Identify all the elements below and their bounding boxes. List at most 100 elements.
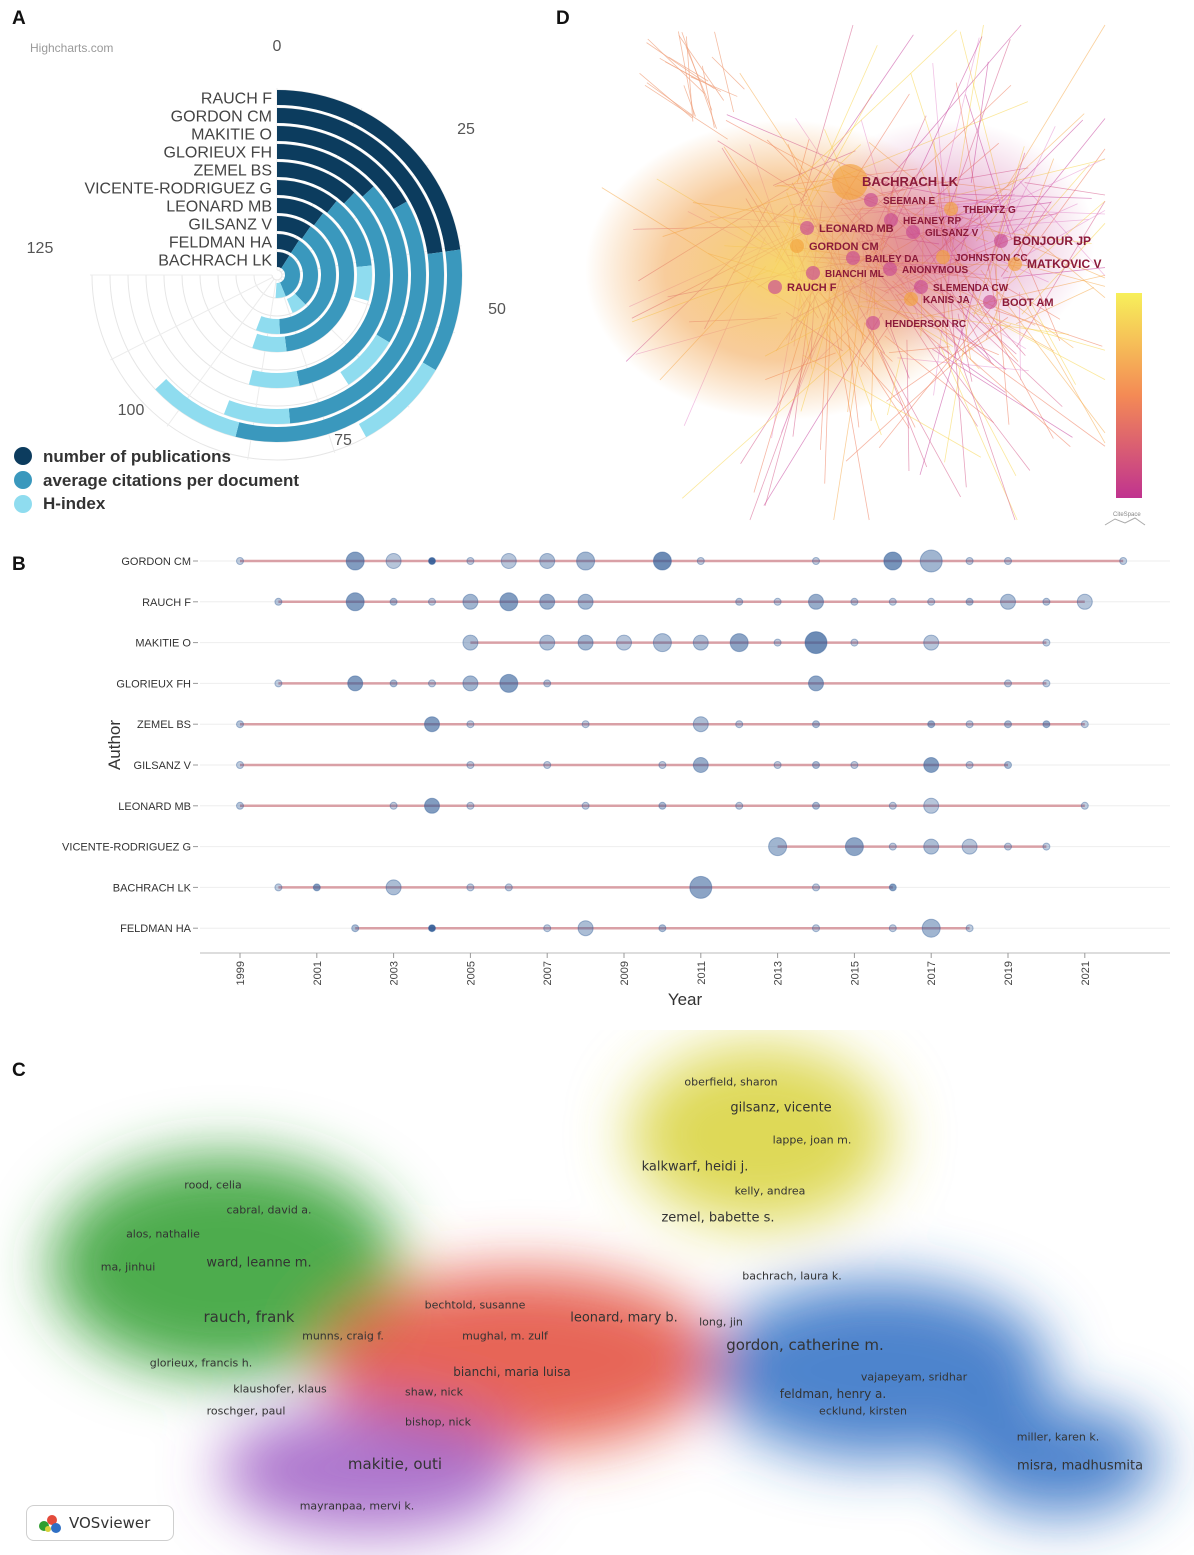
legend-marker-hindex (14, 495, 32, 513)
vosviewer-badge-label: VOSviewer (69, 1514, 151, 1532)
author-name-label: zemel, babette s. (661, 1210, 775, 1226)
author-name-label: roschger, paul (206, 1404, 286, 1418)
publication-bubble (965, 924, 974, 933)
publication-bubble (385, 553, 402, 569)
citations-bar (235, 251, 444, 443)
vosviewer-badge: VOSviewer (26, 1505, 174, 1541)
publication-bubble (883, 551, 903, 571)
publication-bubble (539, 553, 556, 569)
author-label: VICENTE-RODRIGUEZ G (62, 842, 191, 854)
publication-bubble (965, 761, 974, 769)
x-tick-label: 1999 (235, 961, 247, 985)
author-name-label: bianchi, maria luisa (453, 1365, 571, 1379)
publication-bubble (692, 716, 709, 733)
hindex-bar (255, 316, 280, 334)
author-name-label: miller, karen k. (1016, 1430, 1100, 1444)
network-edge (683, 85, 696, 117)
x-tick-label: 2017 (926, 961, 938, 985)
network-node (832, 164, 868, 200)
publication-bubble (428, 679, 436, 688)
author-label: GLORIEUX FH (116, 678, 191, 690)
author-name-label: misra, madhusmita (1016, 1458, 1144, 1474)
grid-ring (271, 269, 283, 281)
publication-bubble (923, 838, 940, 855)
publication-bubble (274, 597, 283, 606)
angle-tick-labels: 0 25 50 75 100 125 (27, 38, 506, 449)
publication-bubble (616, 634, 632, 651)
author-label: BACHRACH LK (113, 882, 192, 894)
publication-bubble (927, 597, 936, 606)
cluster-green (50, 1155, 400, 1375)
publication-bubble (1004, 761, 1012, 769)
publication-bubble (1119, 557, 1128, 565)
network-node-label: BONJOUR JP (1013, 234, 1091, 248)
network-edge (668, 56, 709, 82)
author-name-label: munns, craig f. (302, 1329, 384, 1343)
publication-bubble (689, 875, 713, 899)
category-label: MAKITIE O (191, 127, 272, 144)
angle-tick-label: 100 (118, 402, 145, 419)
publication-bubble (812, 761, 820, 769)
network-edge (966, 345, 1106, 447)
author-name-label: vajapeyam, sridhar (860, 1370, 968, 1384)
citations-bar (284, 213, 354, 352)
citations-bar (362, 186, 408, 343)
panel-label-b: B (12, 554, 26, 575)
x-tick-label: 2021 (1080, 961, 1092, 985)
legend-marker-citations (14, 471, 32, 489)
author-name-label: ward, leanne m. (206, 1255, 312, 1271)
author-name-label: feldman, henry a. (779, 1387, 887, 1401)
publication-bubble (577, 593, 594, 610)
publication-bubble (312, 883, 321, 892)
network-edge (659, 57, 700, 81)
network-node (800, 221, 814, 235)
category-label: GLORIEUX FH (164, 145, 272, 162)
publication-bubble (504, 883, 513, 892)
publication-bubble (577, 634, 594, 651)
publication-bubble (347, 675, 364, 692)
network-node-label: ANONYMOUS (902, 265, 968, 276)
author-name-label: alos, nathalie (126, 1227, 200, 1241)
network-node-label: BOOT AM (1002, 297, 1054, 309)
network-node (1008, 257, 1022, 271)
x-tick-label: 2003 (389, 961, 401, 985)
network-node (906, 225, 920, 239)
publication-bubble (658, 801, 667, 810)
publication-bubble (466, 720, 475, 729)
publication-bubble (808, 675, 824, 692)
publication-bubble (543, 761, 552, 769)
author-label: GILSANZ V (134, 760, 192, 772)
publication-bubble (466, 761, 475, 769)
network-edge (714, 31, 735, 113)
publication-bubble (581, 801, 590, 810)
x-tick-label: 2001 (312, 961, 324, 985)
publication-bubble (773, 761, 782, 769)
publication-bubble (274, 679, 283, 688)
hindex-bar (353, 265, 372, 301)
publication-bubble (927, 720, 936, 729)
author-name-label: rauch, frank (203, 1308, 295, 1326)
category-label: GORDON CM (171, 109, 272, 126)
vosviewer-logo-icon (39, 1515, 61, 1533)
network-node (768, 280, 782, 294)
publications-bar (277, 126, 407, 209)
year-axis: 1999 2001 2003 2005 2007 2009 2011 2013 2015 2017… (200, 952, 1170, 985)
publication-bubble (850, 597, 859, 606)
publication-bubble (1042, 638, 1051, 647)
legend-label-hindex: H-index (43, 494, 106, 513)
network-edge (646, 42, 715, 90)
author-timeline-chart: GORDON CM RAUCH F MAKITIE O GLORIEUX FH ZEME… (62, 549, 1170, 1009)
author-label: FELDMAN HA (120, 923, 192, 935)
hindex-bar (286, 293, 306, 313)
y-axis-title: Author (105, 720, 124, 770)
publication-bubble (1004, 679, 1012, 688)
angle-tick-label: 25 (457, 121, 475, 138)
network-node (914, 280, 928, 294)
publication-bubble (735, 720, 744, 729)
angle-tick-label: 50 (488, 301, 506, 318)
publication-bubble (919, 549, 943, 573)
publication-bubble (466, 801, 475, 810)
angle-tick-label: 75 (334, 432, 352, 449)
publication-bubble (692, 634, 709, 651)
